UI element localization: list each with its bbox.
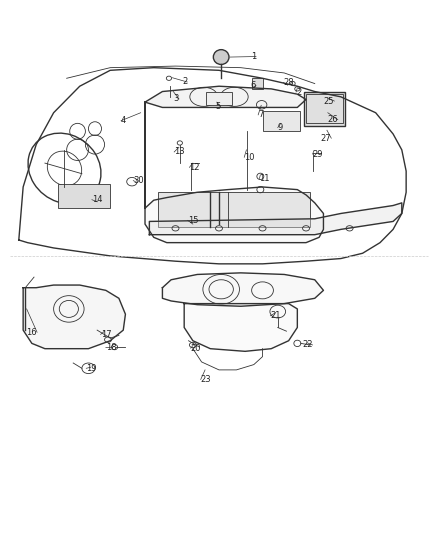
Text: 14: 14 <box>92 195 102 204</box>
Bar <box>58 184 110 208</box>
Text: 25: 25 <box>324 96 334 106</box>
Text: 2: 2 <box>296 87 301 96</box>
Polygon shape <box>145 86 306 108</box>
Bar <box>252 78 262 89</box>
Text: 19: 19 <box>86 364 97 373</box>
Text: 7: 7 <box>258 110 264 119</box>
Text: 18: 18 <box>106 343 117 352</box>
Text: 23: 23 <box>201 375 212 384</box>
Bar <box>304 92 345 126</box>
Text: 9: 9 <box>278 123 283 132</box>
Text: 2: 2 <box>182 77 187 86</box>
Polygon shape <box>145 102 323 243</box>
Polygon shape <box>23 285 125 349</box>
Text: 29: 29 <box>313 150 323 159</box>
Polygon shape <box>162 273 323 306</box>
Text: 22: 22 <box>302 341 313 350</box>
FancyBboxPatch shape <box>206 92 232 105</box>
Text: 11: 11 <box>259 174 270 183</box>
Text: 17: 17 <box>101 330 111 339</box>
Bar <box>262 111 300 131</box>
Polygon shape <box>184 304 297 351</box>
Text: 6: 6 <box>251 81 256 90</box>
Bar <box>158 192 311 227</box>
Text: 4: 4 <box>121 116 126 125</box>
Ellipse shape <box>213 50 229 64</box>
Text: 30: 30 <box>133 176 144 185</box>
Text: 15: 15 <box>187 216 198 225</box>
Text: 16: 16 <box>26 328 37 337</box>
Text: 1: 1 <box>251 52 256 61</box>
Text: 28: 28 <box>283 78 294 87</box>
Text: 21: 21 <box>270 311 281 320</box>
Text: 12: 12 <box>189 163 200 172</box>
Text: 27: 27 <box>321 134 331 143</box>
Text: 20: 20 <box>191 344 201 353</box>
Text: 10: 10 <box>244 153 255 162</box>
Polygon shape <box>149 203 402 235</box>
Text: 3: 3 <box>173 94 179 103</box>
Bar <box>306 94 343 123</box>
Text: 13: 13 <box>174 148 185 157</box>
Text: 5: 5 <box>215 102 220 111</box>
Text: 26: 26 <box>327 115 338 124</box>
